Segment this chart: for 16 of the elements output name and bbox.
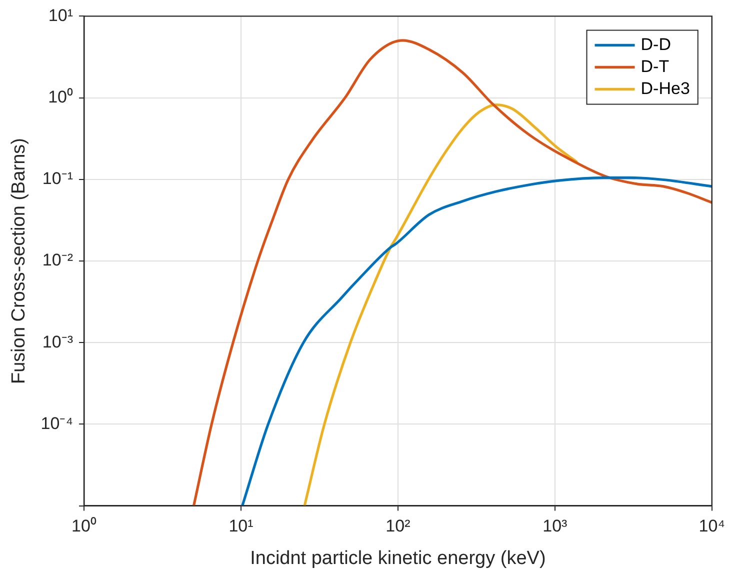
y-tick-label: 10⁻⁴	[40, 414, 74, 433]
y-tick-label: 10¹	[48, 6, 74, 25]
y-tick-label: 10⁰	[48, 87, 74, 106]
x-tick-label: 10²	[386, 516, 411, 536]
legend-label: D-D	[640, 34, 671, 54]
y-tick-label: 10⁻³	[42, 332, 74, 352]
y-axis-title: Fusion Cross-section (Barns)	[8, 138, 30, 384]
x-tick-label: 10⁴	[698, 516, 725, 536]
x-tick-label: 10³	[542, 516, 568, 536]
y-tick-label: 10⁻²	[42, 250, 74, 270]
legend-label: D-T	[640, 56, 670, 76]
legend-label: D-He3	[640, 78, 690, 98]
x-axis-title: Incidnt particle kinetic energy (keV)	[250, 548, 546, 569]
x-tick-label: 10¹	[228, 516, 254, 536]
y-tick-label: 10⁻¹	[42, 169, 74, 188]
x-tick-label: 10⁰	[72, 516, 96, 536]
